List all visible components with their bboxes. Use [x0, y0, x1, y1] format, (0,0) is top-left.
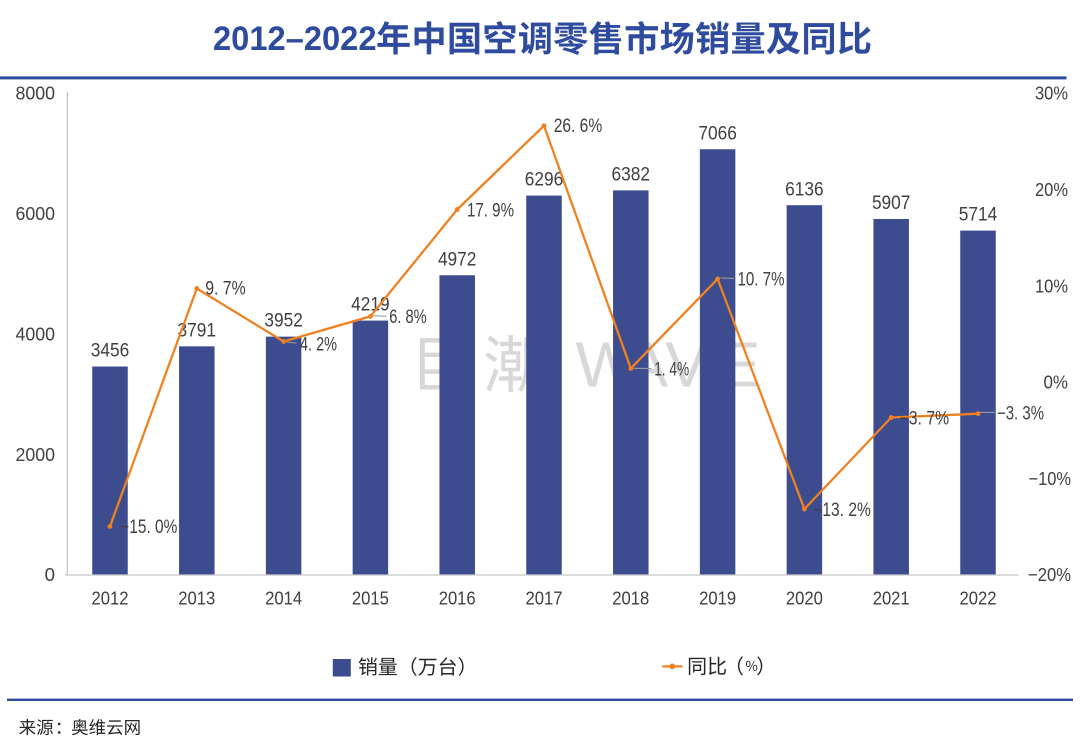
svg-text:0: 0 — [45, 564, 55, 585]
svg-text:1. 4%: 1. 4% — [654, 360, 689, 381]
svg-text:2017: 2017 — [526, 588, 563, 609]
svg-text:−15. 0%: −15. 0% — [120, 517, 177, 538]
svg-text:20%: 20% — [1035, 179, 1068, 200]
svg-text:2012: 2012 — [92, 588, 129, 609]
svg-text:6136: 6136 — [785, 179, 824, 200]
svg-text:2018: 2018 — [612, 588, 649, 609]
svg-text:2015: 2015 — [352, 588, 389, 609]
svg-text:4000: 4000 — [16, 323, 56, 344]
svg-text:6296: 6296 — [525, 170, 564, 191]
svg-text:4972: 4972 — [438, 249, 477, 270]
svg-text:2021: 2021 — [873, 588, 910, 609]
svg-text:2019: 2019 — [699, 588, 736, 609]
svg-text:3456: 3456 — [91, 341, 130, 362]
svg-text:−20%: −20% — [1028, 564, 1071, 585]
svg-text:3791: 3791 — [178, 320, 217, 341]
svg-text:30%: 30% — [1035, 83, 1068, 104]
svg-text:10. 7%: 10. 7% — [738, 269, 785, 290]
svg-text:5714: 5714 — [959, 205, 998, 226]
svg-text:2022: 2022 — [960, 588, 997, 609]
svg-text:7066: 7066 — [698, 123, 737, 144]
svg-text:9. 7%: 9. 7% — [205, 279, 246, 300]
svg-text:2020: 2020 — [786, 588, 823, 609]
svg-text:8000: 8000 — [16, 83, 56, 104]
svg-text:0%: 0% — [1044, 372, 1069, 393]
svg-text:5907: 5907 — [872, 193, 911, 214]
svg-text:26. 6%: 26. 6% — [554, 116, 603, 137]
svg-text:2013: 2013 — [178, 588, 215, 609]
svg-text:−13. 2%: −13. 2% — [813, 500, 871, 521]
svg-text:−3. 3%: −3. 3% — [997, 403, 1044, 424]
svg-text:2000: 2000 — [16, 444, 56, 465]
svg-text:6000: 6000 — [16, 203, 56, 224]
svg-text:2016: 2016 — [439, 588, 476, 609]
svg-text:6382: 6382 — [612, 165, 651, 186]
svg-text:3952: 3952 — [264, 311, 303, 332]
svg-text:−3. 7%: −3. 7% — [900, 408, 950, 429]
svg-text:−10%: −10% — [1029, 468, 1072, 489]
svg-text:4. 2%: 4. 2% — [300, 334, 337, 355]
svg-text:2014: 2014 — [265, 588, 302, 609]
svg-text:2012–2022: 2012–2022 — [213, 20, 377, 58]
svg-text:10%: 10% — [1035, 275, 1068, 296]
svg-text:4219: 4219 — [351, 295, 390, 316]
svg-text:17. 9%: 17. 9% — [467, 200, 514, 221]
svg-text:6. 8%: 6. 8% — [389, 307, 427, 328]
